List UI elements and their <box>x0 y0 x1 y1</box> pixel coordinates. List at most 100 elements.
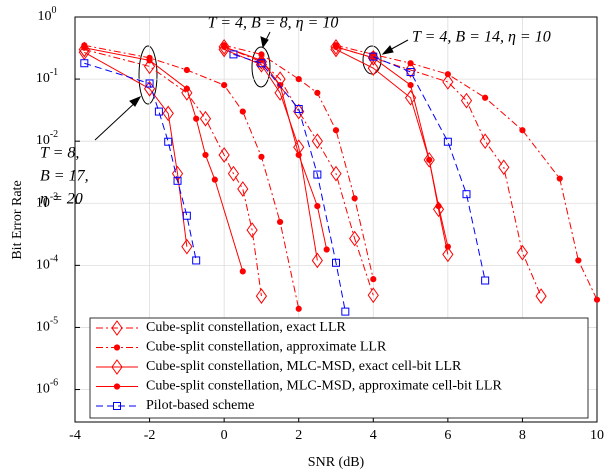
marker <box>181 85 193 101</box>
y-axis-label: Bit Error Rate <box>10 180 25 259</box>
marker <box>330 39 342 55</box>
marker <box>313 170 322 179</box>
marker <box>370 276 377 283</box>
x-tick-label: 4 <box>370 428 377 443</box>
marker <box>218 147 230 163</box>
legend-label: Cube-split constellation, exact LLR <box>146 320 347 335</box>
marker <box>274 85 286 101</box>
marker <box>258 51 265 58</box>
marker <box>481 276 490 285</box>
marker <box>202 151 209 159</box>
marker <box>239 108 246 115</box>
marker <box>432 201 445 218</box>
marker <box>237 181 249 197</box>
marker <box>193 115 200 122</box>
marker <box>406 68 415 77</box>
arrow-head <box>381 45 394 55</box>
marker <box>146 57 153 64</box>
plot-frame <box>74 16 598 423</box>
marker <box>183 66 190 74</box>
y-tick-label: 10-1 <box>36 67 58 86</box>
marker <box>113 383 121 390</box>
marker <box>323 246 330 253</box>
marker <box>218 39 230 55</box>
arrow <box>94 99 139 141</box>
marker <box>145 79 154 88</box>
marker <box>218 41 230 58</box>
arrow-head <box>129 96 142 107</box>
y-tick-base: 10 <box>36 71 50 86</box>
y-tick-exponent: -3 <box>50 192 58 203</box>
marker <box>199 110 212 127</box>
x-tick-label: 10 <box>590 428 604 443</box>
marker <box>221 43 228 50</box>
marker <box>311 252 323 269</box>
legend <box>89 317 589 419</box>
x-tick-label: 6 <box>444 428 451 443</box>
annotation: T = 4, B = 8, η = 10 <box>208 15 339 32</box>
marker <box>404 62 417 78</box>
marker <box>442 246 454 263</box>
ellipse <box>138 45 158 105</box>
marker <box>258 153 265 160</box>
y-tick-base: 10 <box>36 195 50 210</box>
annotation: B = 17, <box>40 168 89 185</box>
marker <box>111 320 123 336</box>
y-tick-label: 10-6 <box>36 378 58 397</box>
marker <box>369 52 378 61</box>
marker <box>443 137 452 146</box>
marker <box>407 60 414 67</box>
marker <box>81 44 88 51</box>
marker <box>575 257 582 264</box>
marker <box>314 89 321 96</box>
marker <box>479 133 491 150</box>
marker <box>341 307 350 316</box>
y-tick-label: 10-4 <box>36 254 58 273</box>
legend-label: Cube-split constellation, MLC-MSD, appro… <box>146 379 502 394</box>
marker <box>182 211 191 220</box>
marker <box>332 43 340 50</box>
x-axis-label: SNR (dB) <box>308 455 365 470</box>
marker <box>227 165 240 182</box>
marker <box>435 203 442 210</box>
y-tick-label: 10-2 <box>36 129 58 148</box>
y-tick-base: 10 <box>36 258 50 273</box>
marker <box>276 218 284 226</box>
y-tick-exponent: -1 <box>50 67 58 78</box>
y-tick-label: 100 <box>38 5 57 24</box>
marker <box>246 222 258 238</box>
marker <box>181 238 193 255</box>
marker <box>407 82 414 89</box>
marker <box>519 127 526 134</box>
annotation: T = 4, B = 14, η = 10 <box>412 29 551 46</box>
y-tick-exponent: -5 <box>50 316 58 327</box>
marker <box>367 287 379 304</box>
marker <box>314 203 321 210</box>
arrow-head <box>260 36 269 49</box>
y-tick-base: 10 <box>36 382 50 397</box>
y-tick-exponent: -2 <box>50 129 58 140</box>
marker <box>258 57 265 64</box>
marker <box>294 104 303 113</box>
marker <box>257 59 266 68</box>
y-tick-label: 10-5 <box>36 316 58 335</box>
marker <box>295 151 302 159</box>
marker <box>460 92 473 109</box>
marker <box>113 402 121 410</box>
x-tick-label: 8 <box>519 428 526 443</box>
marker <box>239 268 246 275</box>
annotation: η = 20 <box>40 191 83 208</box>
marker <box>332 258 340 267</box>
marker <box>330 41 342 58</box>
marker <box>367 60 379 77</box>
marker <box>444 71 451 78</box>
marker <box>192 256 201 265</box>
marker <box>404 89 417 106</box>
marker <box>295 305 302 312</box>
marker <box>426 156 433 163</box>
y-tick-exponent: -4 <box>50 254 58 265</box>
y-tick-exponent: -6 <box>50 378 58 389</box>
marker <box>498 159 510 176</box>
marker <box>593 296 601 303</box>
